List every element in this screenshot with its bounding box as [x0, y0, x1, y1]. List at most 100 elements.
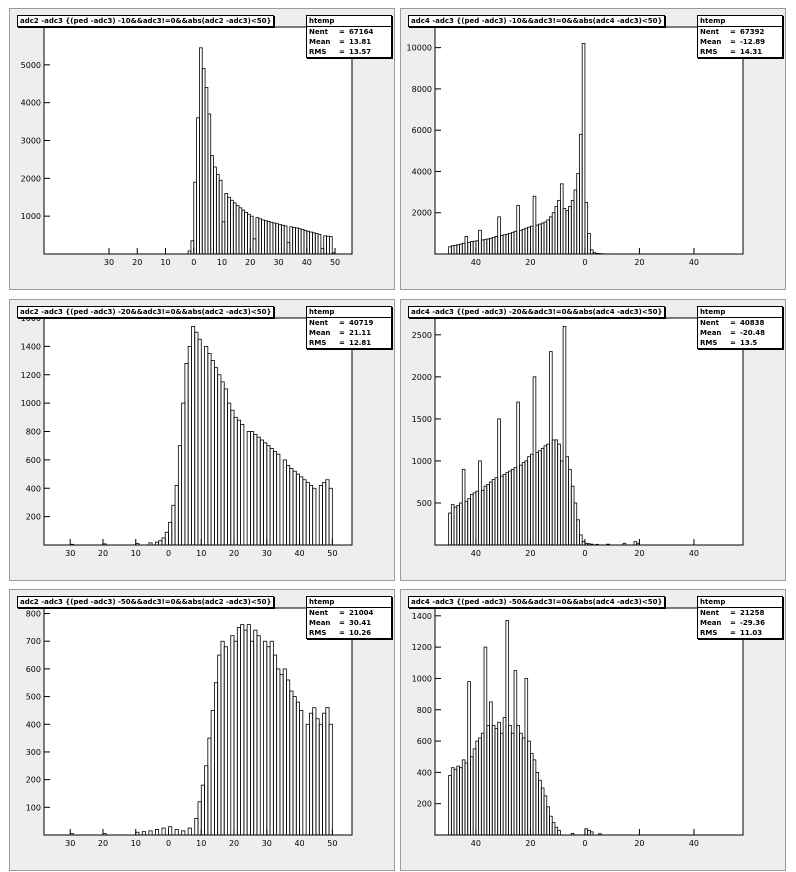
histogram-bin	[135, 831, 140, 836]
x-tick-label: 10	[217, 258, 227, 267]
histogram-bin	[276, 453, 281, 546]
x-tick-label: 40	[471, 258, 481, 267]
histogram-bin	[249, 215, 254, 255]
histogram-bin	[557, 829, 561, 836]
stats-box: htemp Nent = 21004 Mean = 30.41 RMS = 10.26	[306, 596, 392, 639]
histogram-plot-1: 1000 2000 3000 4000 5000 30 20 10 0 10 20 30 40 50	[21, 26, 353, 267]
stats-name: htemp	[307, 307, 391, 318]
histogram-bin	[595, 252, 599, 255]
x-tick-label: 40	[689, 549, 699, 558]
x-tick-label: 40	[302, 258, 312, 267]
histogram-pad-3: 200 400 600 800 1000 1200 1400 1600 30 20 10 0 10 20 3…	[9, 299, 395, 581]
x-tick-label: 20	[525, 549, 535, 558]
y-tick-label: 2000	[412, 209, 432, 218]
histogram-bin	[595, 543, 599, 546]
x-tick-label: 10	[160, 258, 170, 267]
histogram-bin	[606, 543, 610, 546]
histogram-bin	[161, 827, 166, 836]
histogram-bin	[69, 833, 74, 836]
stats-mean: -12.89	[740, 38, 766, 46]
histogram-bin	[148, 542, 153, 546]
x-tick-label: 20	[634, 549, 644, 558]
y-tick-label: 8000	[412, 85, 432, 94]
x-tick-label: 20	[634, 258, 644, 267]
y-tick-label: 1400	[21, 342, 41, 351]
x-tick-label: 0	[191, 258, 196, 267]
x-tick-label: 10	[131, 549, 141, 558]
histogram-pad-2: 2000 4000 6000 8000 10000 40 20 0 20 40 adc4 -adc…	[400, 8, 786, 290]
y-tick-label: 4000	[21, 99, 41, 108]
histogram-bin	[223, 646, 228, 836]
histogram-bin	[148, 830, 153, 836]
histogram-bin	[562, 326, 567, 546]
y-tick-label: 10000	[407, 44, 432, 53]
plot-frame	[43, 607, 353, 836]
x-tick-label: 40	[689, 839, 699, 848]
plot-frame	[434, 317, 744, 546]
histogram-bin	[218, 179, 223, 255]
histogram-bin	[168, 826, 173, 836]
x-tick-label: 20	[245, 258, 255, 267]
x-tick-label: 0	[582, 258, 587, 267]
y-tick-label: 600	[417, 737, 432, 746]
stats-box: htemp Nent = 40719 Mean = 21.11 RMS = 12.81	[306, 306, 392, 349]
x-tick-label: 20	[525, 258, 535, 267]
y-tick-label: 800	[26, 610, 41, 619]
histogram-bin	[312, 487, 317, 546]
histogram-bin	[283, 225, 288, 255]
stats-mean: 21.11	[349, 329, 372, 337]
stats-box: htemp Nent = 21258 Mean = -29.36 RMS = 11.03	[697, 596, 783, 639]
stats-name: htemp	[307, 597, 391, 608]
histogram-bin	[102, 833, 107, 836]
y-tick-label: 300	[26, 748, 41, 757]
histogram-bin	[317, 233, 322, 255]
x-tick-label: 30	[65, 549, 75, 558]
x-tick-label: 30	[65, 839, 75, 848]
y-tick-label: 800	[417, 706, 432, 715]
x-tick-label: 0	[166, 839, 171, 848]
x-tick-label: 30	[273, 258, 283, 267]
histogram-bin	[576, 519, 580, 546]
y-tick-label: 4000	[412, 167, 432, 176]
x-tick-label: 40	[471, 549, 481, 558]
histogram-pad-6: 200 400 600 800 1000 1200 1400 40 20 0 20 40 adc4 -…	[400, 589, 786, 871]
y-tick-label: 1500	[412, 415, 432, 424]
stats-box: htemp Nent = 67164 Mean = 13.81 RMS = 13.57	[306, 15, 392, 58]
x-tick-label: 0	[582, 839, 587, 848]
y-tick-label: 2500	[412, 331, 432, 340]
stats-entries: 21258	[740, 609, 765, 617]
y-tick-label: 1400	[412, 612, 432, 621]
y-tick-label: 1000	[21, 212, 41, 221]
y-tick-label: 400	[26, 484, 41, 493]
histogram-bin	[570, 833, 575, 836]
histogram-title: adc2 -adc3 {(ped -adc3) -20&&adc3!=0&&ab…	[17, 306, 275, 318]
x-tick-label: 20	[229, 549, 239, 558]
y-tick-label: 200	[26, 513, 41, 522]
histogram-bin	[636, 542, 640, 546]
y-tick-label: 1200	[412, 643, 432, 652]
stats-entries: 67164	[349, 28, 374, 36]
x-tick-label: 40	[471, 839, 481, 848]
histogram-bin	[256, 635, 261, 836]
histogram-bin	[240, 424, 245, 546]
stats-name: htemp	[698, 16, 782, 27]
histogram-bin	[141, 831, 146, 836]
x-tick-label: 50	[327, 549, 337, 558]
y-tick-label: 400	[26, 720, 41, 729]
histogram-bin	[187, 827, 192, 836]
stats-rms: 13.5	[740, 339, 758, 347]
stats-entries: 67392	[740, 28, 765, 36]
histogram-bin	[328, 487, 333, 546]
histogram-bin	[197, 338, 202, 546]
plot-frame	[43, 26, 353, 255]
y-tick-label: 1000	[21, 399, 41, 408]
stats-mean: -29.36	[740, 619, 766, 627]
histogram-bin	[589, 831, 594, 836]
x-tick-label: 10	[196, 839, 206, 848]
y-tick-label: 1000	[412, 674, 432, 683]
x-tick-label: 20	[98, 839, 108, 848]
histogram-bin	[69, 543, 74, 546]
histogram-bin	[584, 202, 589, 255]
stats-name: htemp	[698, 597, 782, 608]
